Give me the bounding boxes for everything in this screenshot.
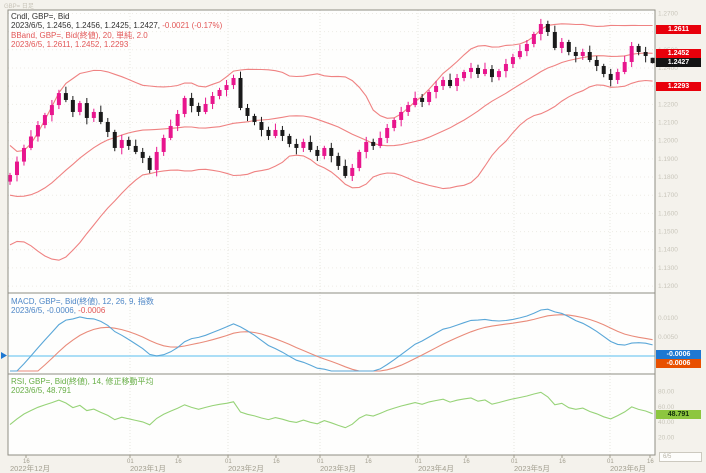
svg-text:1.2700: 1.2700 <box>658 10 678 17</box>
svg-text:16: 16 <box>175 459 182 465</box>
plot-background <box>8 10 655 455</box>
svg-text:2023年5月: 2023年5月 <box>514 463 550 473</box>
price-flag-bb-mid: 1.2452 <box>656 49 701 58</box>
svg-text:1.2200: 1.2200 <box>658 101 678 108</box>
svg-text:01: 01 <box>317 459 324 465</box>
axis-corner-box[interactable]: 6/5 <box>659 452 702 462</box>
svg-text:0.0050: 0.0050 <box>658 334 678 341</box>
window-note: GBP= 日足 <box>4 4 34 10</box>
svg-text:01: 01 <box>225 459 232 465</box>
macd-line <box>10 308 653 372</box>
svg-text:2023年1月: 2023年1月 <box>130 463 166 473</box>
price-flag-macd-value: -0.0006 <box>656 350 701 359</box>
svg-text:16: 16 <box>463 459 470 465</box>
svg-text:0.0100: 0.0100 <box>658 315 678 322</box>
price-flag-macd-signal: -0.0006 <box>656 359 701 368</box>
svg-text:2023年2月: 2023年2月 <box>228 463 264 473</box>
svg-text:16: 16 <box>559 459 566 465</box>
svg-text:1.1300: 1.1300 <box>658 265 678 272</box>
svg-text:1.2400: 1.2400 <box>658 65 678 72</box>
candlesticks[interactable] <box>8 18 655 185</box>
svg-text:1.1900: 1.1900 <box>658 156 678 163</box>
svg-text:40.00: 40.00 <box>658 419 675 426</box>
svg-text:01: 01 <box>415 459 422 465</box>
svg-text:1.1700: 1.1700 <box>658 192 678 199</box>
svg-text:16: 16 <box>365 459 372 465</box>
price-flag-last-price: 1.2427 <box>656 58 701 67</box>
svg-text:01: 01 <box>127 459 134 465</box>
svg-text:2023年3月: 2023年3月 <box>320 463 356 473</box>
price-flag-bb-lower: 1.2293 <box>656 82 701 91</box>
svg-text:2023年4月: 2023年4月 <box>418 463 454 473</box>
svg-text:1.1800: 1.1800 <box>658 174 678 181</box>
plot-frame <box>7 9 656 456</box>
macd-lines <box>10 308 653 372</box>
macd-signal-line <box>10 314 653 372</box>
svg-text:1.1400: 1.1400 <box>658 247 678 254</box>
svg-text:1.2000: 1.2000 <box>658 138 678 145</box>
macd-zero-marker-icon <box>1 352 7 359</box>
svg-text:16: 16 <box>23 459 30 465</box>
price-flag-bb-upper: 1.2611 <box>656 25 701 34</box>
vertical-gridlines <box>129 10 611 455</box>
svg-text:80.00: 80.00 <box>658 388 675 395</box>
svg-text:01: 01 <box>511 459 518 465</box>
rsi-line <box>9 391 653 429</box>
svg-text:01: 01 <box>607 459 614 465</box>
svg-text:16: 16 <box>647 459 654 465</box>
svg-text:2022年12月: 2022年12月 <box>10 463 50 473</box>
svg-text:1.2100: 1.2100 <box>658 120 678 127</box>
svg-text:20.00: 20.00 <box>658 435 675 442</box>
bollinger-bands <box>9 23 653 261</box>
svg-text:1.1500: 1.1500 <box>658 229 678 236</box>
svg-text:2023年6月: 2023年6月 <box>610 463 646 473</box>
svg-text:1.1600: 1.1600 <box>658 210 678 217</box>
svg-text:1.1200: 1.1200 <box>658 283 678 290</box>
svg-text:60.00: 60.00 <box>658 404 675 411</box>
price-flag-rsi-value: 48.791 <box>656 410 701 419</box>
svg-text:16: 16 <box>273 459 280 465</box>
